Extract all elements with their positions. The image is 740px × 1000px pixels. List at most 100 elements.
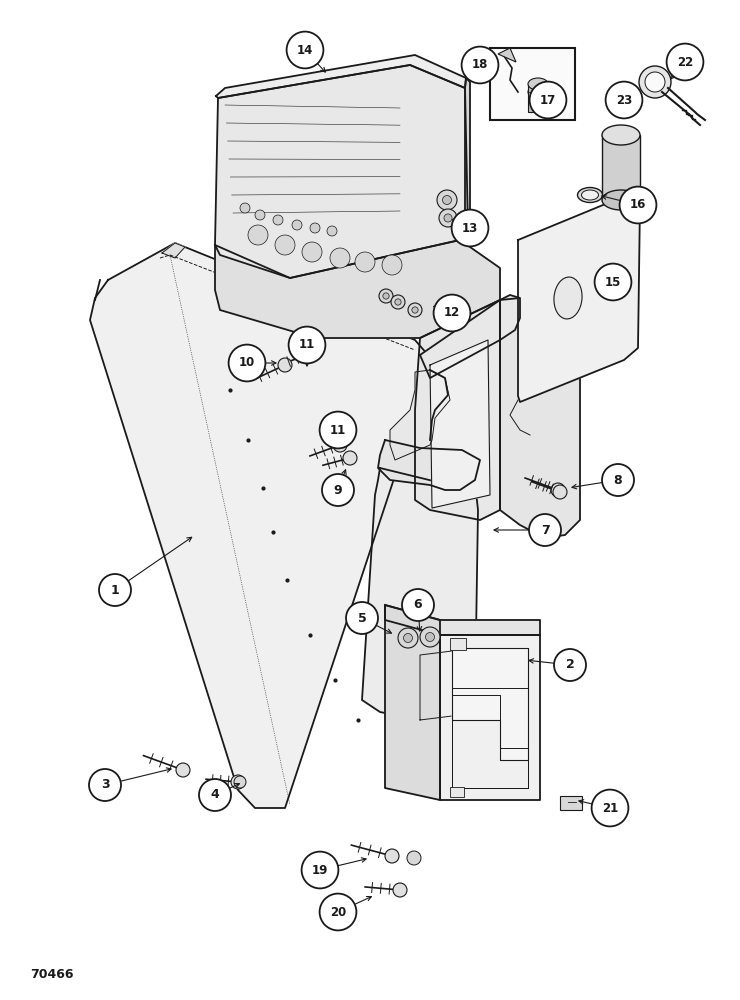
- Text: 23: 23: [616, 94, 632, 106]
- Polygon shape: [498, 48, 516, 62]
- Circle shape: [275, 235, 295, 255]
- Circle shape: [462, 47, 499, 83]
- Circle shape: [398, 628, 418, 648]
- Circle shape: [379, 289, 393, 303]
- Text: 19: 19: [312, 863, 328, 876]
- Text: 10: 10: [239, 357, 255, 369]
- Ellipse shape: [602, 125, 640, 145]
- Text: 3: 3: [101, 778, 110, 792]
- Circle shape: [240, 203, 250, 213]
- Circle shape: [382, 255, 402, 275]
- Polygon shape: [216, 55, 466, 98]
- Polygon shape: [500, 298, 580, 538]
- Circle shape: [330, 248, 350, 268]
- Circle shape: [619, 187, 656, 223]
- Text: 15: 15: [605, 275, 621, 288]
- Polygon shape: [362, 468, 478, 720]
- Circle shape: [402, 589, 434, 621]
- Circle shape: [383, 293, 389, 299]
- Text: 2: 2: [565, 658, 574, 672]
- Circle shape: [434, 295, 471, 331]
- Circle shape: [229, 345, 266, 381]
- Circle shape: [529, 514, 561, 546]
- Circle shape: [255, 210, 265, 220]
- Text: 11: 11: [299, 338, 315, 352]
- Circle shape: [391, 295, 405, 309]
- Circle shape: [327, 226, 337, 236]
- Circle shape: [595, 264, 631, 300]
- Polygon shape: [430, 340, 490, 508]
- Circle shape: [395, 299, 401, 305]
- Text: 20: 20: [330, 906, 346, 918]
- Circle shape: [99, 574, 131, 606]
- Text: 22: 22: [677, 55, 693, 68]
- Circle shape: [346, 602, 378, 634]
- Circle shape: [343, 451, 357, 465]
- Text: 1: 1: [110, 584, 119, 596]
- Polygon shape: [390, 370, 450, 460]
- Circle shape: [322, 474, 354, 506]
- Circle shape: [451, 210, 488, 246]
- Circle shape: [439, 209, 457, 227]
- Circle shape: [333, 438, 347, 452]
- Circle shape: [89, 769, 121, 801]
- Circle shape: [591, 790, 628, 826]
- Bar: [450, 787, 464, 797]
- Polygon shape: [452, 695, 528, 788]
- Circle shape: [443, 196, 451, 205]
- Polygon shape: [465, 78, 470, 240]
- Bar: [452, 648, 528, 688]
- Circle shape: [554, 649, 586, 681]
- Circle shape: [273, 215, 283, 225]
- Ellipse shape: [582, 190, 599, 200]
- Polygon shape: [415, 300, 500, 520]
- Bar: [450, 638, 466, 650]
- Circle shape: [286, 32, 323, 68]
- Circle shape: [248, 225, 268, 245]
- Circle shape: [553, 485, 567, 499]
- Circle shape: [385, 849, 399, 863]
- Polygon shape: [440, 635, 540, 800]
- Polygon shape: [378, 440, 480, 490]
- Polygon shape: [385, 605, 440, 800]
- Polygon shape: [452, 648, 528, 760]
- Circle shape: [425, 633, 434, 642]
- Circle shape: [289, 327, 326, 363]
- Circle shape: [437, 190, 457, 210]
- Circle shape: [393, 883, 407, 897]
- Text: 14: 14: [297, 43, 313, 56]
- Text: 9: 9: [334, 484, 343, 496]
- Polygon shape: [385, 605, 540, 635]
- Circle shape: [231, 775, 245, 789]
- Bar: [490, 48, 575, 120]
- Ellipse shape: [528, 78, 548, 90]
- Circle shape: [412, 307, 418, 313]
- Ellipse shape: [554, 277, 582, 319]
- Bar: [528, 84, 548, 112]
- Ellipse shape: [528, 85, 548, 99]
- Circle shape: [444, 214, 452, 222]
- Text: 21: 21: [602, 802, 618, 814]
- Circle shape: [302, 242, 322, 262]
- Circle shape: [199, 779, 231, 811]
- Bar: [560, 796, 582, 810]
- Circle shape: [320, 894, 357, 930]
- Text: 6: 6: [414, 598, 423, 611]
- Circle shape: [639, 66, 671, 98]
- Circle shape: [551, 483, 565, 497]
- Text: 4: 4: [211, 788, 219, 802]
- Polygon shape: [452, 648, 528, 788]
- Circle shape: [408, 303, 422, 317]
- Circle shape: [602, 464, 634, 496]
- Polygon shape: [162, 243, 185, 258]
- Text: 16: 16: [630, 198, 646, 212]
- Circle shape: [176, 763, 190, 777]
- Text: 13: 13: [462, 222, 478, 234]
- Text: 18: 18: [472, 58, 488, 72]
- Circle shape: [320, 412, 357, 448]
- Polygon shape: [215, 240, 500, 338]
- Circle shape: [645, 72, 665, 92]
- Circle shape: [278, 358, 292, 372]
- Circle shape: [605, 82, 642, 118]
- Circle shape: [667, 44, 704, 80]
